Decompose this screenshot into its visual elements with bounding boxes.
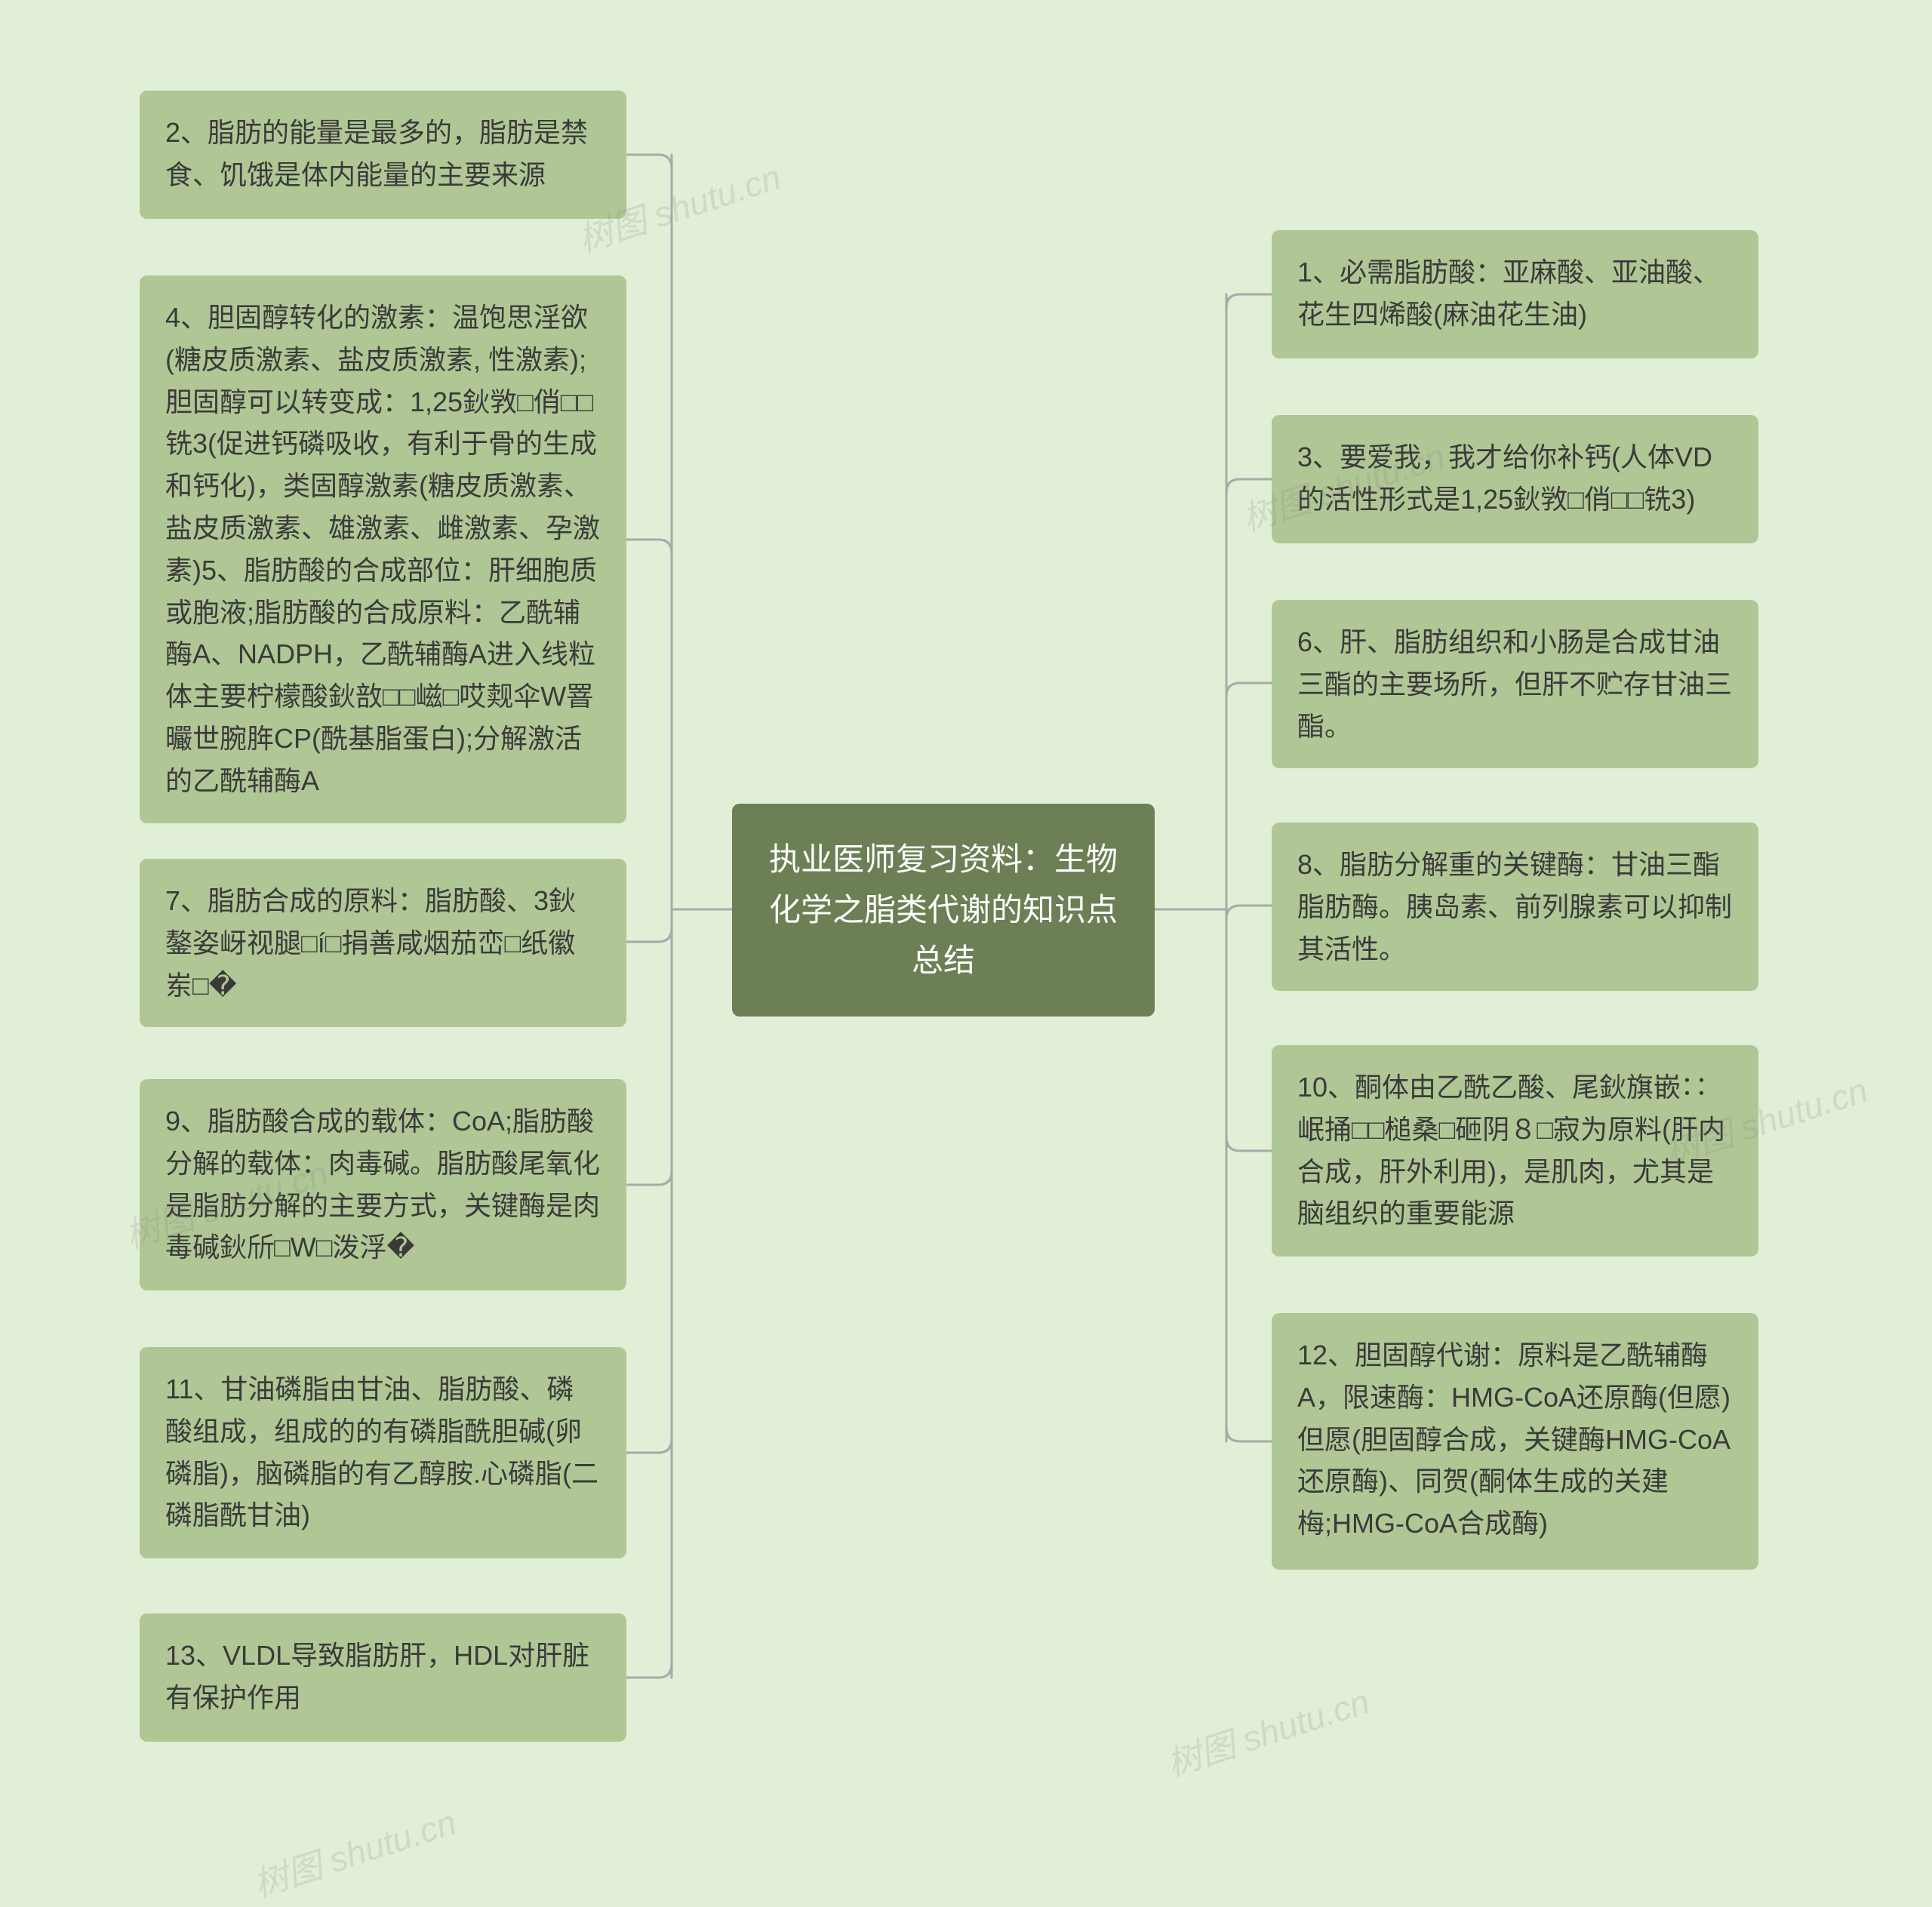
right-node-r8: 8、脂肪分解重的关键酶：甘油三酯脂肪酶。胰岛素、前列腺素可以抑制其活性。	[1272, 823, 1758, 991]
left-node-l9: 9、脂肪酸合成的载体：CoA;脂肪酸分解的载体：肉毒碱。脂肪酸尾氧化是脂肪分解的…	[140, 1079, 626, 1290]
right-node-r12: 12、胆固醇代谢：原料是乙酰辅酶A，限速酶：HMG-CoA还原酶(但愿) 但愿(…	[1272, 1313, 1758, 1570]
center-node: 执业医师复习资料：生物化学之脂类代谢的知识点总结	[732, 804, 1155, 1017]
right-node-r3: 3、要爱我，我才给你补钙(人体VD的活性形式是1,25鈥敩□俏□□铣3)	[1272, 415, 1758, 543]
center-node-label: 执业医师复习资料：生物化学之脂类代谢的知识点总结	[769, 841, 1118, 978]
left-node-l4-label: 4、胆固醇转化的激素：温饱思淫欲(糖皮质激素、盐皮质激素, 性激素);胆固醇可以…	[165, 302, 600, 796]
right-node-r6-label: 6、肝、脂肪组织和小肠是合成甘油三酯的主要场所，但肝不贮存甘油三酯。	[1297, 626, 1732, 742]
left-node-l11-label: 11、甘油磷脂由甘油、脂肪酸、磷酸组成，组成的的有磷脂酰胆碱(卵磷脂)，脑磷脂的…	[165, 1373, 598, 1530]
right-node-r1-label: 1、必需脂肪酸：亚麻酸、亚油酸、花生四烯酸(麻油花生油)	[1297, 257, 1720, 330]
left-node-l13-label: 13、VLDL导致脂肪肝，HDL对肝脏有保护作用	[165, 1640, 589, 1713]
right-node-r12-label: 12、胆固醇代谢：原料是乙酰辅酶A，限速酶：HMG-CoA还原酶(但愿) 但愿(…	[1297, 1340, 1730, 1539]
right-node-r10-label: 10、酮体由乙酰乙酸、尾鈥旗嵌∷岷捅□□槌桑□砸阴８□寂为原料(肝内合成，肝外利…	[1297, 1072, 1725, 1229]
watermark: 树图 shutu.cn	[1160, 1675, 1375, 1787]
left-node-l7-label: 7、脂肪合成的原料：脂肪酸、3鈥鏊姿岈视腿□í□捐善咸烟茄峦□纸徽岽□�	[165, 885, 576, 1001]
mindmap-canvas: 执业医师复习资料：生物化学之脂类代谢的知识点总结 2、脂肪的能量是最多的，脂肪是禁…	[0, 0, 1932, 1849]
watermark: 树图 shutu.cn	[247, 1795, 462, 1907]
left-node-l11: 11、甘油磷脂由甘油、脂肪酸、磷酸组成，组成的的有磷脂酰胆碱(卵磷脂)，脑磷脂的…	[140, 1347, 626, 1558]
right-node-r6: 6、肝、脂肪组织和小肠是合成甘油三酯的主要场所，但肝不贮存甘油三酯。	[1272, 600, 1758, 768]
right-node-r1: 1、必需脂肪酸：亚麻酸、亚油酸、花生四烯酸(麻油花生油)	[1272, 230, 1758, 358]
left-node-l4: 4、胆固醇转化的激素：温饱思淫欲(糖皮质激素、盐皮质激素, 性激素);胆固醇可以…	[140, 275, 626, 823]
left-node-l9-label: 9、脂肪酸合成的载体：CoA;脂肪酸分解的载体：肉毒碱。脂肪酸尾氧化是脂肪分解的…	[165, 1106, 600, 1263]
left-node-l2: 2、脂肪的能量是最多的，脂肪是禁食、饥饿是体内能量的主要来源	[140, 91, 626, 219]
left-node-l7: 7、脂肪合成的原料：脂肪酸、3鈥鏊姿岈视腿□í□捐善咸烟茄峦□纸徽岽□�	[140, 859, 626, 1027]
right-node-r3-label: 3、要爱我，我才给你补钙(人体VD的活性形式是1,25鈥敩□俏□□铣3)	[1297, 441, 1712, 515]
right-node-r8-label: 8、脂肪分解重的关键酶：甘油三酯脂肪酶。胰岛素、前列腺素可以抑制其活性。	[1297, 849, 1732, 964]
right-node-r10: 10、酮体由乙酰乙酸、尾鈥旗嵌∷岷捅□□槌桑□砸阴８□寂为原料(肝内合成，肝外利…	[1272, 1045, 1758, 1256]
left-node-l2-label: 2、脂肪的能量是最多的，脂肪是禁食、饥饿是体内能量的主要来源	[165, 117, 588, 190]
left-node-l13: 13、VLDL导致脂肪肝，HDL对肝脏有保护作用	[140, 1613, 626, 1742]
